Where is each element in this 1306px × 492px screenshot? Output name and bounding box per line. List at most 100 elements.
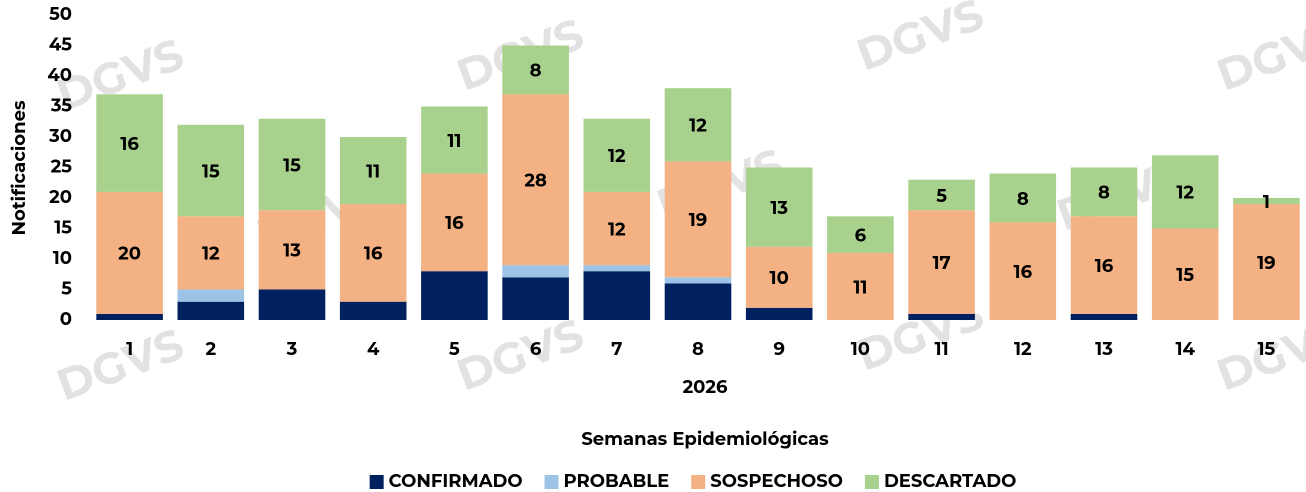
bar-segment: [177, 301, 245, 320]
bar-segment: [339, 137, 407, 205]
data-label: 16: [1095, 255, 1114, 277]
y-tick-label: 35: [50, 94, 72, 116]
data-label: 8: [530, 60, 542, 82]
data-label: 8: [1017, 188, 1029, 210]
bar-segment: [1233, 198, 1300, 205]
bar-segment: [908, 210, 975, 314]
data-label: 11: [853, 276, 867, 298]
bar-segment: [339, 301, 407, 320]
bar-segment: [421, 173, 488, 272]
y-tick-label: 0: [60, 308, 72, 330]
x-tick-label: 11: [935, 338, 949, 360]
bar-segment: [96, 94, 163, 192]
data-label: 17: [932, 252, 950, 274]
watermark: DGVS: [450, 307, 591, 402]
bar-segment: [502, 265, 569, 278]
bar-segment: [827, 216, 894, 253]
watermark: DGVS: [50, 317, 191, 412]
bar-segment: [745, 246, 813, 308]
bar-segment: [177, 216, 245, 290]
y-tick-label: 5: [61, 277, 72, 299]
bar-segment: [96, 313, 163, 320]
bar-segment: [339, 204, 407, 302]
x-tick-label: 15: [1258, 338, 1276, 360]
bar-segment: [583, 118, 651, 192]
x-tick-label: 14: [1175, 338, 1195, 360]
bar-segment: [177, 124, 245, 217]
legend-label: CONFIRMADO: [389, 470, 523, 492]
bar-segment: [664, 283, 732, 320]
data-label: 15: [202, 160, 220, 182]
x-tick-label: 1: [126, 338, 133, 360]
data-label: 15: [1176, 264, 1194, 286]
bar-segment: [989, 173, 1057, 223]
bar-segment: [1070, 216, 1138, 314]
bar-segment: [664, 88, 732, 162]
bar-segment: [1151, 228, 1219, 320]
x-tick-label: 9: [773, 338, 784, 360]
data-label: 12: [689, 115, 707, 137]
bar-segment: [827, 252, 894, 320]
bar-segment: [421, 271, 488, 320]
x-tick-label: 6: [530, 338, 542, 360]
x-axis-label: Semanas Epidemiológicas: [581, 428, 829, 450]
y-axis-label: Notificaciones: [8, 100, 30, 235]
x-tick-label: 13: [1095, 338, 1113, 360]
data-label: 16: [445, 212, 464, 234]
x-tick-label: 12: [1014, 338, 1032, 360]
bar-segment: [1070, 167, 1138, 217]
bar-segment: [502, 277, 569, 320]
data-label: 13: [283, 240, 301, 262]
bar-segment: [989, 222, 1057, 320]
data-label: 13: [770, 197, 788, 219]
x-tick-label: 7: [611, 338, 622, 360]
data-label: 12: [608, 218, 626, 240]
bar-segment: [908, 179, 975, 211]
data-label: 20: [118, 243, 141, 265]
bar-segment: [502, 94, 569, 266]
bar-segment: [258, 118, 326, 211]
data-label: 11: [447, 130, 461, 152]
y-tick-label: 50: [49, 3, 72, 25]
data-label: 16: [120, 133, 139, 155]
bar-segment: [583, 191, 651, 266]
bar-segment: [502, 45, 569, 95]
bar-segment: [96, 191, 163, 314]
bar-segment: [583, 271, 651, 320]
y-tick-label: 10: [53, 247, 72, 269]
data-label: 5: [936, 185, 947, 207]
data-label: 6: [855, 224, 867, 246]
legend-swatch: [864, 475, 879, 489]
y-tick-label: 45: [49, 33, 72, 55]
y-tick-label: 40: [47, 64, 72, 86]
x-tick-label: 3: [286, 338, 298, 360]
bar-segment: [258, 289, 326, 320]
bar-segment: [664, 277, 732, 284]
y-tick-label: 30: [48, 125, 72, 147]
data-label: 16: [364, 243, 383, 265]
watermark: DGVS: [1210, 7, 1306, 102]
legend-swatch: [691, 475, 706, 489]
x-tick-label: 5: [449, 338, 460, 360]
bar-segment: [745, 167, 813, 247]
data-label: 12: [202, 243, 220, 265]
y-tick-label: 20: [49, 186, 72, 208]
y-tick-label: 15: [54, 216, 72, 238]
bar-segment: [258, 210, 326, 290]
bar-segment: [1151, 155, 1219, 229]
bar-segment: [421, 106, 488, 174]
legend-label: PROBABLE: [564, 470, 670, 492]
legend-label: DESCARTADO: [884, 470, 1016, 492]
x-subtitle: 2026: [683, 376, 728, 398]
legend-label: SOSPECHOSO: [710, 470, 843, 492]
bar-segment: [908, 313, 975, 320]
data-label: 28: [524, 170, 547, 192]
data-label: 15: [283, 154, 301, 176]
legend-swatch: [369, 475, 384, 489]
legend-swatch: [544, 475, 559, 489]
data-label: 19: [689, 209, 708, 231]
x-tick-label: 4: [367, 338, 380, 360]
data-label: 12: [1176, 182, 1194, 204]
bar-segment: [1233, 204, 1300, 320]
